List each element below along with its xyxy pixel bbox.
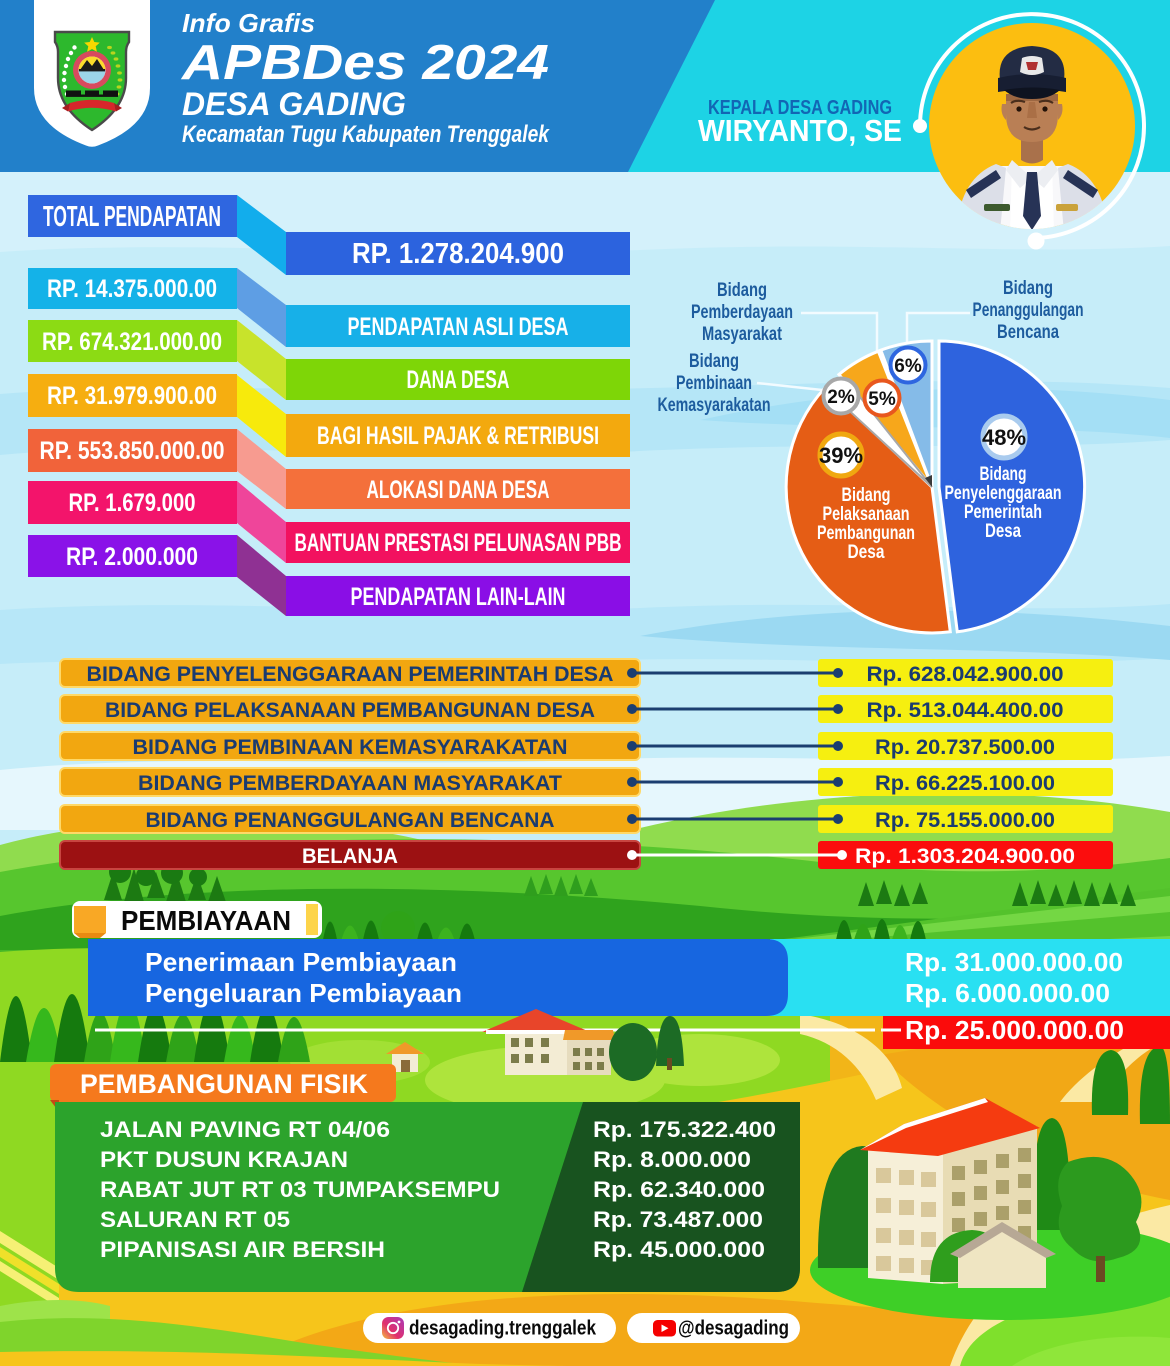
svg-text:PEMBIAYAAN: PEMBIAYAAN xyxy=(121,905,291,936)
svg-text:SALURAN RT 05: SALURAN RT 05 xyxy=(100,1207,290,1232)
svg-text:Rp. 8.000.000: Rp. 8.000.000 xyxy=(593,1147,751,1172)
svg-text:APBDes 2024: APBDes 2024 xyxy=(181,36,549,90)
svg-text:TOTAL PENDAPATAN: TOTAL PENDAPATAN xyxy=(43,201,221,233)
svg-text:DESA GADING: DESA GADING xyxy=(182,86,406,122)
svg-text:Bencana: Bencana xyxy=(997,322,1059,343)
svg-text:Rp. 175.322.400: Rp. 175.322.400 xyxy=(593,1117,776,1142)
svg-text:Pembangunan: Pembangunan xyxy=(817,522,915,544)
svg-text:RP. 553.850.000.00: RP. 553.850.000.00 xyxy=(40,437,225,465)
svg-text:Rp. 45.000.000: Rp. 45.000.000 xyxy=(593,1237,765,1262)
svg-text:BANTUAN PRESTASI PELUNASAN PBB: BANTUAN PRESTASI PELUNASAN PBB xyxy=(295,529,622,557)
svg-text:Rp. 25.000.000.00: Rp. 25.000.000.00 xyxy=(905,1015,1124,1045)
svg-text:BIDANG PEMBINAAN KEMASYARAKATA: BIDANG PEMBINAAN KEMASYARAKATAN xyxy=(133,736,568,759)
svg-text:Pemberdayaan: Pemberdayaan xyxy=(691,302,793,323)
svg-text:Bidang: Bidang xyxy=(842,484,891,506)
svg-text:PENDAPATAN LAIN-LAIN: PENDAPATAN LAIN-LAIN xyxy=(351,583,566,611)
svg-text:Info Grafis: Info Grafis xyxy=(182,8,315,38)
svg-text:Pelaksanaan: Pelaksanaan xyxy=(823,503,910,525)
svg-text:48%: 48% xyxy=(982,425,1026,450)
svg-text:Pemerintah: Pemerintah xyxy=(964,501,1042,523)
svg-text:RP. 1.278.204.900: RP. 1.278.204.900 xyxy=(352,238,564,270)
svg-text:Penyelenggaraan: Penyelenggaraan xyxy=(945,482,1062,504)
svg-text:ALOKASI DANA DESA: ALOKASI DANA DESA xyxy=(367,476,550,504)
svg-text:RP. 1.679.000: RP. 1.679.000 xyxy=(69,489,196,517)
svg-text:2%: 2% xyxy=(827,387,855,408)
svg-text:Bidang: Bidang xyxy=(980,463,1027,485)
svg-text:KEPALA DESA GADING: KEPALA DESA GADING xyxy=(708,97,892,119)
svg-text:Rp. 6.000.000.00: Rp. 6.000.000.00 xyxy=(905,978,1110,1008)
svg-text:PENDAPATAN ASLI DESA: PENDAPATAN ASLI DESA xyxy=(348,313,569,341)
svg-text:Rp. 73.487.000: Rp. 73.487.000 xyxy=(593,1207,763,1232)
svg-text:Desa: Desa xyxy=(848,541,885,563)
svg-text:RABAT JUT RT 03 TUMPAKSEMPU: RABAT JUT RT 03 TUMPAKSEMPU xyxy=(100,1177,500,1202)
svg-text:DANA DESA: DANA DESA xyxy=(407,366,510,394)
svg-text:Bidang: Bidang xyxy=(717,280,767,301)
svg-text:Rp. 62.340.000: Rp. 62.340.000 xyxy=(593,1177,765,1202)
svg-text:PEMBANGUNAN FISIK: PEMBANGUNAN FISIK xyxy=(80,1069,368,1099)
svg-text:BIDANG PENYELENGGARAAN PEMERIN: BIDANG PENYELENGGARAAN PEMERINTAH DESA xyxy=(87,663,614,686)
svg-text:Kemasyarakatan: Kemasyarakatan xyxy=(658,395,771,416)
svg-text:WIRYANTO, SE: WIRYANTO, SE xyxy=(698,113,902,148)
svg-text:JALAN PAVING RT 04/06: JALAN PAVING RT 04/06 xyxy=(100,1117,390,1142)
svg-text:Penerimaan Pembiayaan: Penerimaan Pembiayaan xyxy=(145,947,457,977)
svg-text:Rp. 513.044.400.00: Rp. 513.044.400.00 xyxy=(867,699,1064,722)
svg-text:Penanggulangan: Penanggulangan xyxy=(973,300,1084,321)
svg-text:Rp. 75.155.000.00: Rp. 75.155.000.00 xyxy=(875,809,1055,832)
svg-text:5%: 5% xyxy=(868,389,896,410)
svg-text:RP. 674.321.000.00: RP. 674.321.000.00 xyxy=(42,328,222,356)
svg-text:BIDANG PENANGGULANGAN BENCANA: BIDANG PENANGGULANGAN BENCANA xyxy=(146,809,555,832)
svg-text:Bidang: Bidang xyxy=(689,351,739,372)
svg-text:Rp. 20.737.500.00: Rp. 20.737.500.00 xyxy=(875,736,1055,759)
svg-text:PKT DUSUN KRAJAN: PKT DUSUN KRAJAN xyxy=(100,1147,348,1172)
svg-text:39%: 39% xyxy=(819,443,863,468)
svg-text:BIDANG PEMBERDAYAAN MASYARAKAT: BIDANG PEMBERDAYAAN MASYARAKAT xyxy=(138,772,562,795)
svg-text:RP. 31.979.900.00: RP. 31.979.900.00 xyxy=(47,382,217,410)
svg-text:Rp. 628.042.900.00: Rp. 628.042.900.00 xyxy=(867,663,1064,686)
svg-text:RP. 2.000.000: RP. 2.000.000 xyxy=(66,543,198,571)
svg-text:desagading.trenggalek: desagading.trenggalek xyxy=(409,1318,597,1340)
svg-text:6%: 6% xyxy=(894,356,922,377)
svg-text:BELANJA: BELANJA xyxy=(302,845,398,868)
svg-text:Rp. 31.000.000.00: Rp. 31.000.000.00 xyxy=(905,947,1123,977)
svg-text:@desagading: @desagading xyxy=(678,1318,789,1340)
svg-text:BAGI HASIL PAJAK & RETRIBUSI: BAGI HASIL PAJAK & RETRIBUSI xyxy=(317,422,599,450)
svg-text:Pengeluaran Pembiayaan: Pengeluaran Pembiayaan xyxy=(145,978,462,1008)
svg-text:PIPANISASI AIR BERSIH: PIPANISASI AIR BERSIH xyxy=(100,1237,385,1262)
svg-text:Rp. 66.225.100.00: Rp. 66.225.100.00 xyxy=(875,772,1055,795)
svg-text:Desa: Desa xyxy=(985,520,1021,542)
svg-text:Kecamatan Tugu Kabupaten Treng: Kecamatan Tugu Kabupaten Trenggalek xyxy=(182,121,550,148)
svg-text:RP. 14.375.000.00: RP. 14.375.000.00 xyxy=(47,275,217,303)
svg-text:Rp. 1.303.204.900.00: Rp. 1.303.204.900.00 xyxy=(855,845,1075,868)
svg-text:Pembinaan: Pembinaan xyxy=(676,373,752,394)
svg-text:Masyarakat: Masyarakat xyxy=(702,324,783,345)
svg-text:Bidang: Bidang xyxy=(1003,278,1053,299)
svg-text:BIDANG PELAKSANAAN PEMBANGUNAN: BIDANG PELAKSANAAN PEMBANGUNAN DESA xyxy=(105,699,595,722)
